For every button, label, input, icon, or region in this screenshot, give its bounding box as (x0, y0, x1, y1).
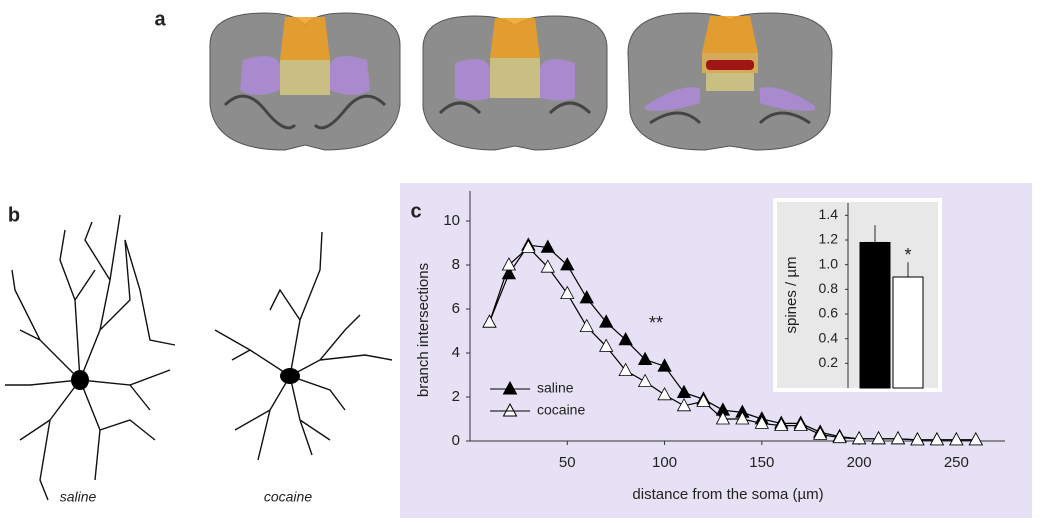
marker (521, 239, 536, 253)
marker (579, 318, 594, 332)
panel-label: b (8, 204, 20, 226)
marker (618, 362, 633, 376)
marker (501, 265, 517, 280)
marker (929, 432, 945, 446)
marker (560, 257, 575, 271)
marker (676, 397, 692, 412)
brain-sections (209, 12, 833, 151)
marker (968, 432, 983, 446)
marker (832, 429, 847, 444)
marker (657, 386, 672, 401)
marker (696, 393, 711, 407)
marker (657, 358, 672, 372)
x-tick-label: 50 (559, 454, 576, 471)
x-tick-label: 100 (652, 454, 677, 471)
marker (774, 417, 789, 431)
legend-marker (502, 402, 518, 417)
y-tick-label: 0.6 (819, 305, 839, 321)
marker (910, 432, 925, 446)
y-tick-label: 0 (452, 432, 460, 449)
marker (579, 290, 594, 304)
panel-label: a (154, 8, 166, 30)
marker (540, 239, 555, 253)
marker (618, 331, 633, 346)
bar (892, 276, 924, 389)
caption: saline (60, 489, 97, 505)
y-tick-label: 1.4 (819, 206, 839, 222)
y-tick-label: 0.2 (819, 354, 839, 370)
y-tick-label: 8 (452, 256, 460, 273)
y-tick-label: 0.8 (819, 280, 839, 296)
legend-marker (502, 380, 518, 395)
x-axis-label: distance from the soma (µm) (632, 486, 823, 503)
marker (676, 384, 692, 398)
y-axis-label: spines / µm (783, 257, 800, 334)
neuron-cocaine (214, 231, 393, 461)
x-tick-label: 200 (847, 454, 872, 471)
marker (637, 351, 653, 365)
marker (735, 411, 750, 425)
marker (482, 314, 497, 328)
y-tick-label: 10 (443, 212, 460, 229)
marker (871, 430, 886, 445)
y-tick-label: 4 (452, 344, 460, 361)
x-tick-label: 150 (749, 454, 774, 471)
marker (813, 426, 828, 440)
y-tick-label: 2 (452, 388, 460, 405)
x-tick-label: 250 (944, 454, 969, 471)
y-tick-label: 1.2 (819, 231, 839, 247)
legend-label: cocaine (537, 402, 585, 418)
legend-label: saline (537, 380, 574, 396)
marker (540, 259, 555, 273)
bar (859, 241, 891, 389)
marker (754, 415, 769, 429)
marker (793, 417, 808, 431)
y-tick-label: 6 (452, 300, 460, 317)
caption: cocaine (264, 489, 312, 505)
annotation: * (904, 245, 911, 265)
neuron-saline (5, 214, 176, 501)
marker (501, 257, 517, 271)
marker (890, 430, 906, 445)
annotation: ** (649, 313, 663, 333)
marker (637, 373, 653, 387)
marker (599, 314, 614, 328)
y-tick-label: 1.0 (819, 255, 839, 271)
y-tick-label: 0.4 (819, 329, 839, 345)
y-axis-label: branch intersections (415, 263, 432, 397)
marker (715, 411, 731, 425)
marker (949, 432, 964, 446)
marker (560, 285, 575, 299)
panel-label: c (410, 200, 421, 222)
marker (851, 430, 867, 445)
marker (599, 338, 614, 352)
